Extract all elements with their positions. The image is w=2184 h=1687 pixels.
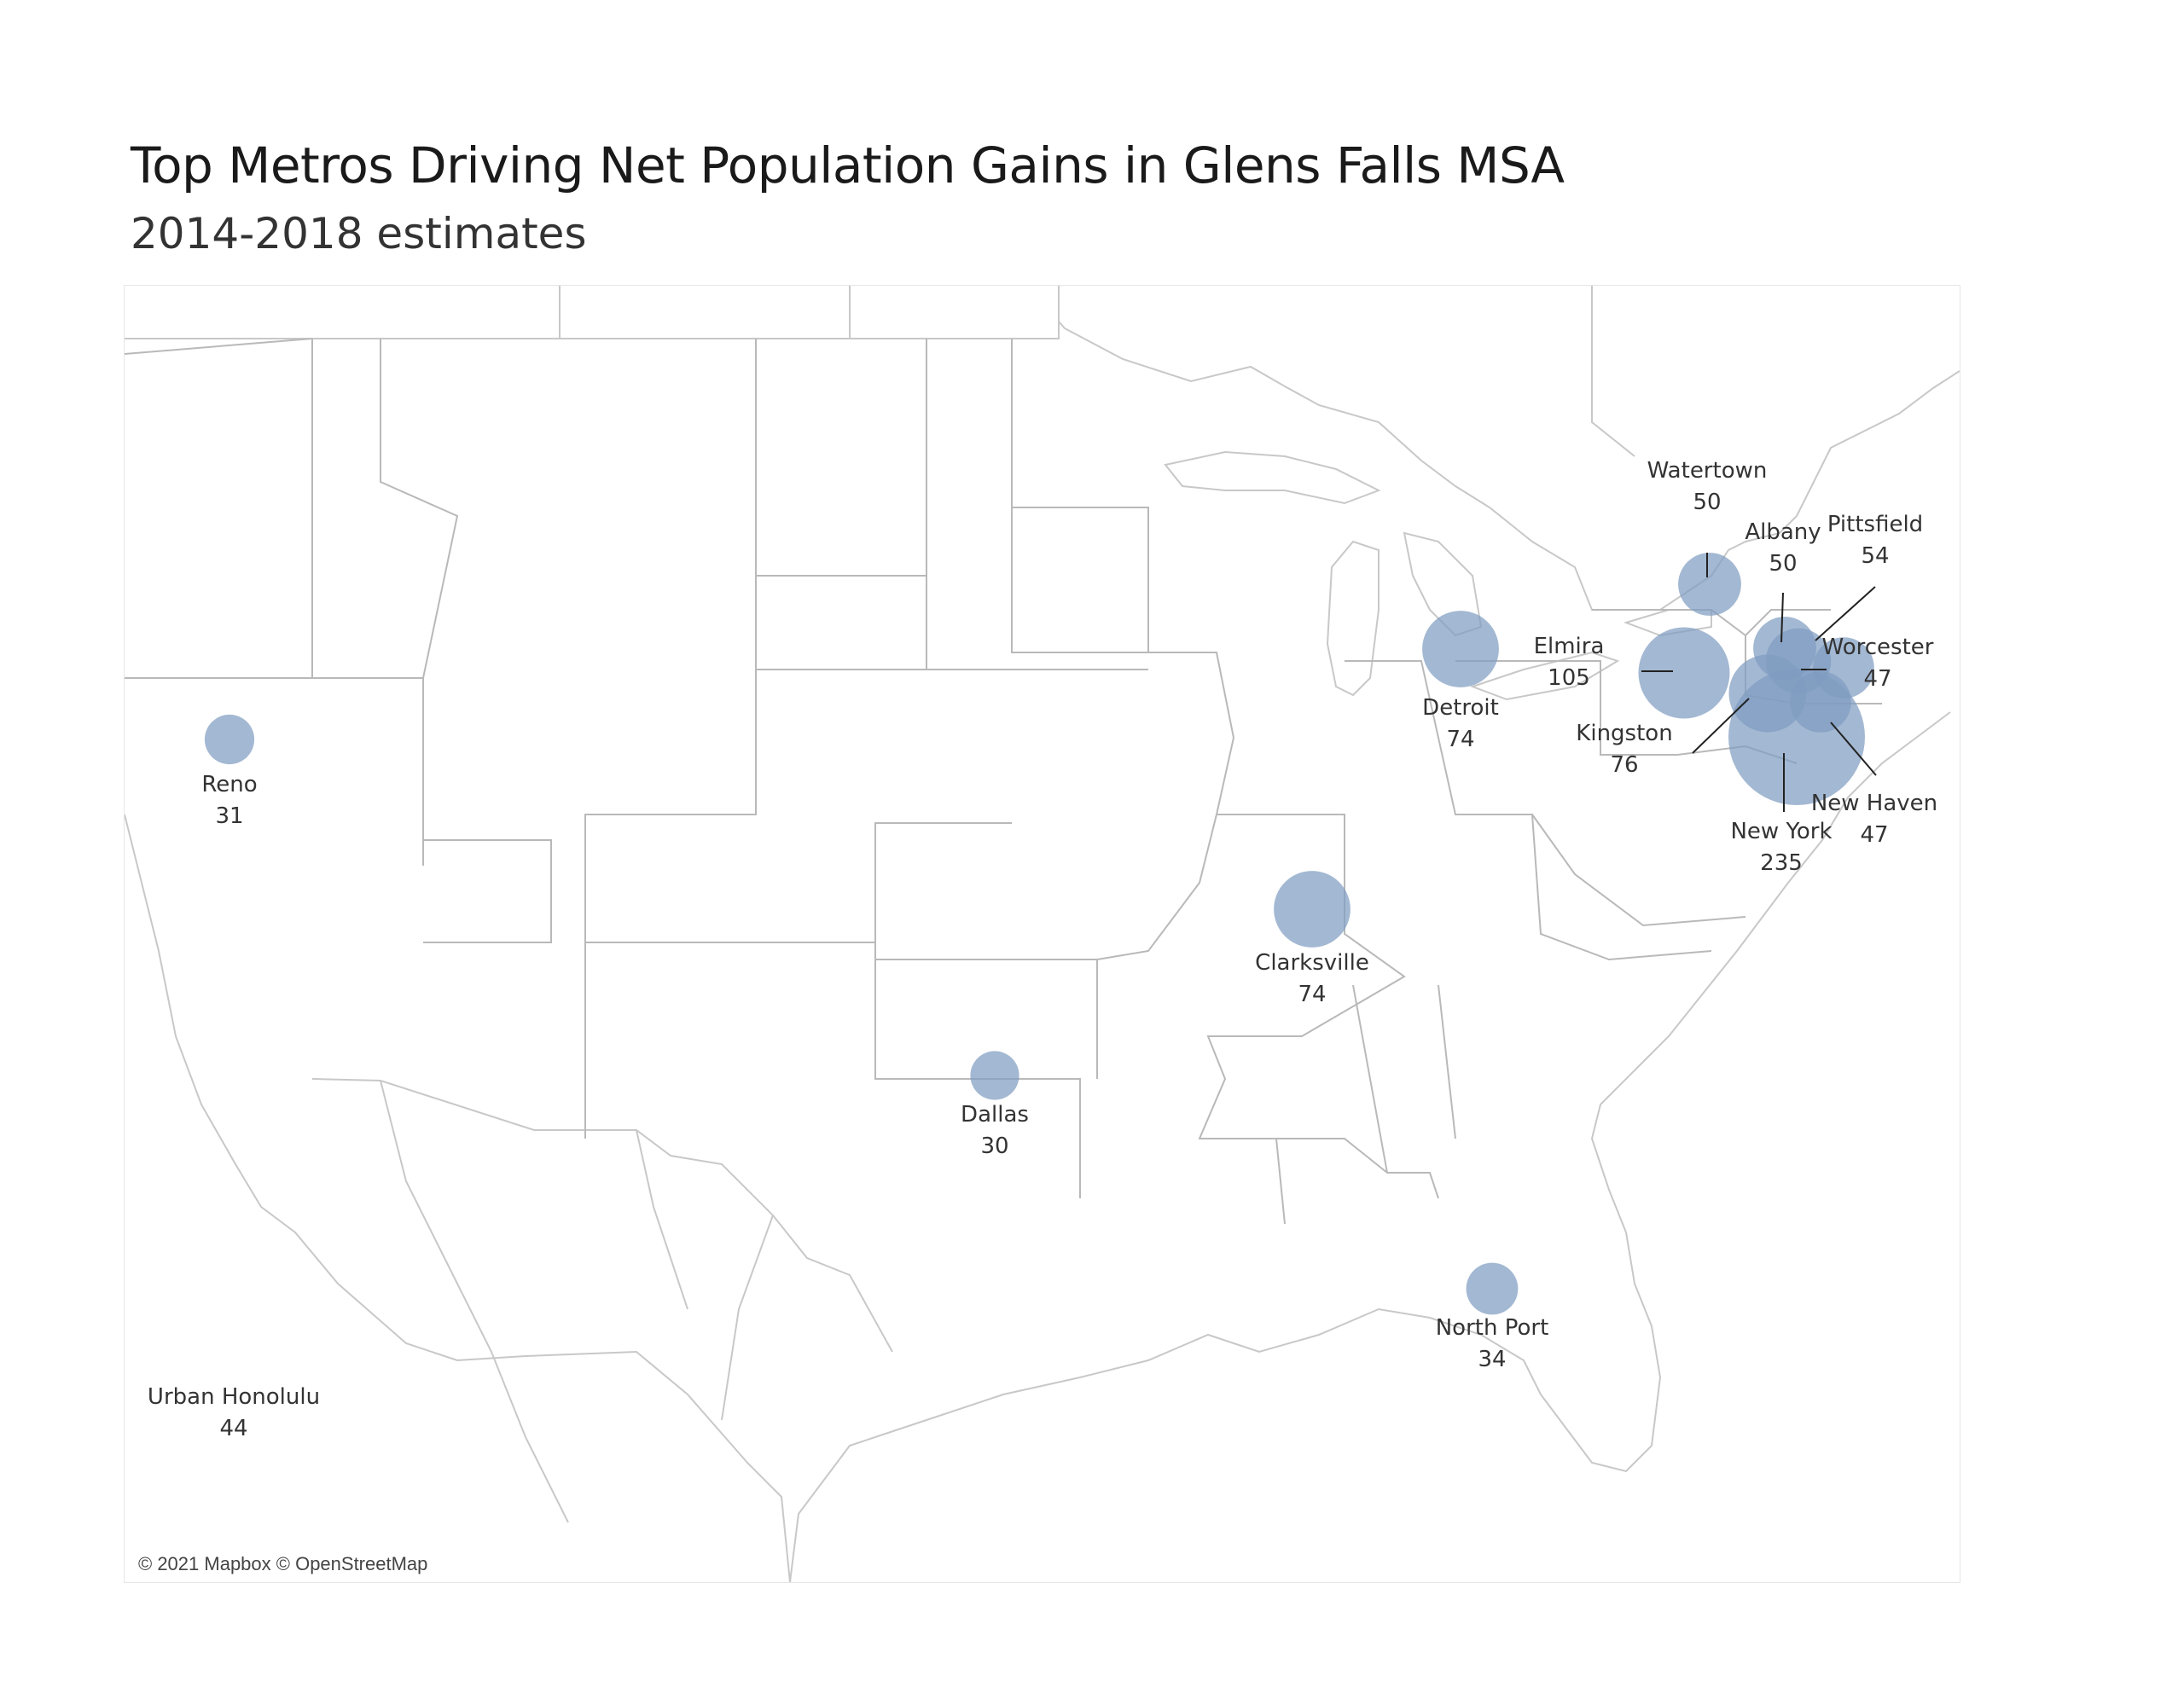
bubble-detroit[interactable] xyxy=(1422,611,1499,687)
bubble-watertown[interactable] xyxy=(1678,553,1741,616)
metro-labels: Watertown 50 Albany 50 Pittsfield 54 Worcester… xyxy=(148,458,1937,1441)
metro-value-new-york: 235 xyxy=(1760,850,1803,876)
metro-value-clarksville: 74 xyxy=(1298,982,1326,1007)
bubble-clarksville[interactable] xyxy=(1274,871,1350,948)
lake-ontario xyxy=(1623,609,1712,637)
bubble-albany[interactable] xyxy=(1753,617,1816,680)
metro-value-worcester: 47 xyxy=(1863,666,1891,692)
metro-name-albany: Albany xyxy=(1745,519,1821,545)
metro-name-kingston: Kingston xyxy=(1576,721,1672,746)
metro-name-clarksville: Clarksville xyxy=(1255,950,1369,976)
metro-value-albany: 50 xyxy=(1769,551,1797,577)
leader-line-kingston xyxy=(1692,698,1750,754)
metro-value-elmira: 105 xyxy=(1548,665,1590,691)
map-attribution[interactable]: © 2021 Mapbox © OpenStreetMap xyxy=(135,1551,432,1577)
lake-superior xyxy=(1164,450,1381,505)
metro-bubbles xyxy=(204,553,1874,1315)
metro-value-north-port: 34 xyxy=(1478,1347,1506,1372)
leader-line-albany xyxy=(1780,592,1784,643)
metro-value-pittsfield: 54 xyxy=(1861,543,1889,569)
metro-name-worcester: Worcester xyxy=(1822,635,1934,660)
bubble-new-haven[interactable] xyxy=(1790,671,1851,733)
map-view[interactable]: Watertown 50 Albany 50 Pittsfield 54 Worcester… xyxy=(124,285,1960,1583)
metro-name-new-york: New York xyxy=(1730,819,1832,844)
metro-value-urban-honolulu: 44 xyxy=(219,1416,247,1441)
metro-name-detroit: Detroit xyxy=(1422,695,1499,721)
map-title: Top Metros Driving Net Population Gains … xyxy=(131,136,1565,194)
metro-value-watertown: 50 xyxy=(1693,490,1721,515)
us-canada-border xyxy=(125,319,1960,611)
metro-value-new-haven: 47 xyxy=(1860,822,1888,848)
metro-name-north-port: North Port xyxy=(1436,1315,1549,1341)
bubble-north-port[interactable] xyxy=(1466,1262,1519,1315)
canada-province-lines xyxy=(559,286,1635,457)
leader-lines xyxy=(1641,553,1877,812)
mexico-interior xyxy=(380,1080,774,1523)
mexico-border xyxy=(311,1078,893,1353)
map-canvas: Watertown 50 Albany 50 Pittsfield 54 Worcester… xyxy=(125,286,1960,1582)
lake-erie xyxy=(1470,651,1620,701)
map-subtitle: 2014-2018 estimates xyxy=(131,209,587,258)
metro-value-detroit: 74 xyxy=(1446,727,1474,752)
lake-michigan xyxy=(1326,540,1380,697)
basemap xyxy=(125,286,1960,1582)
metro-name-reno: Reno xyxy=(201,772,257,797)
metro-name-dallas: Dallas xyxy=(961,1102,1029,1128)
metro-value-kingston: 76 xyxy=(1610,752,1638,778)
leader-line-pittsfield xyxy=(1815,586,1876,641)
us-coastline xyxy=(125,711,1951,1582)
metro-value-dallas: 30 xyxy=(980,1133,1008,1159)
metro-name-pittsfield: Pittsfield xyxy=(1827,512,1923,537)
bubble-elmira[interactable] xyxy=(1638,627,1730,719)
metro-name-watertown: Watertown xyxy=(1647,458,1768,484)
metro-value-reno: 31 xyxy=(215,803,243,829)
bubble-dallas[interactable] xyxy=(970,1051,1019,1100)
leader-line-new-haven xyxy=(1830,722,1877,776)
metro-name-urban-honolulu: Urban Honolulu xyxy=(148,1384,320,1410)
metro-name-elmira: Elmira xyxy=(1534,634,1605,659)
metro-name-new-haven: New Haven xyxy=(1811,791,1937,816)
bubble-reno[interactable] xyxy=(204,714,255,765)
